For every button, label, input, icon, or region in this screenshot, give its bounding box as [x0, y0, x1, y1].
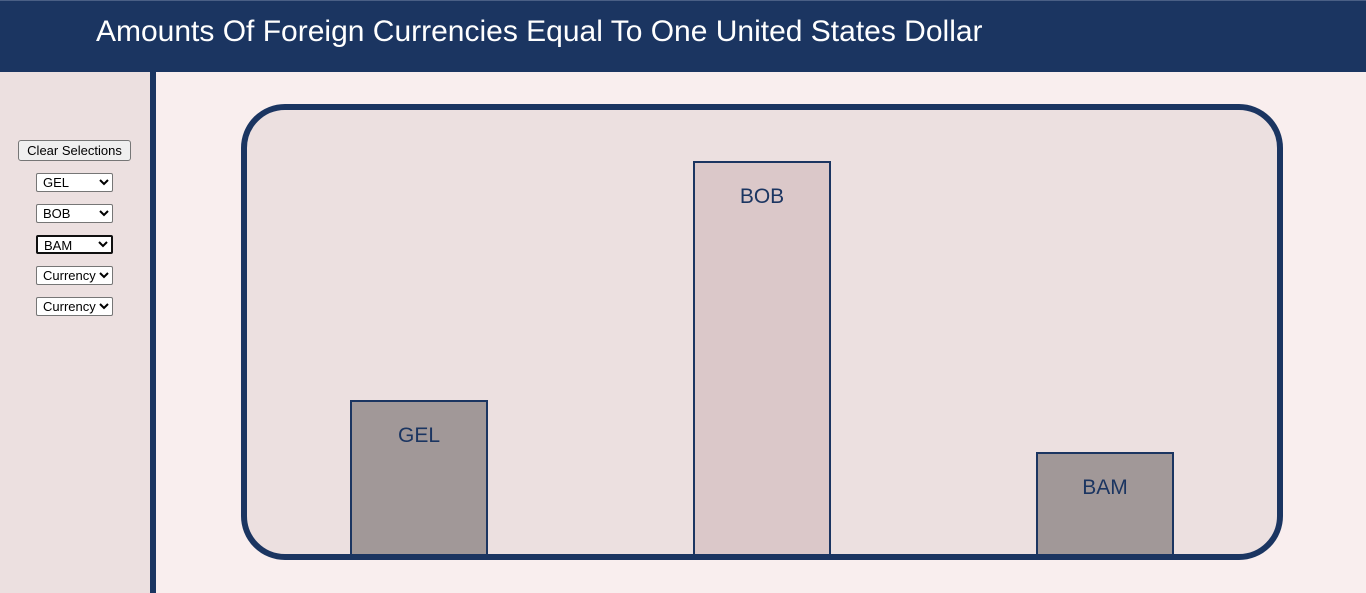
bar-label-bam: BAM [1082, 476, 1128, 499]
header-bar: Amounts Of Foreign Currencies Equal To O… [0, 0, 1366, 72]
bar-label-gel: GEL [397, 424, 441, 447]
bar-bam: BAM [1036, 452, 1174, 554]
sidebar-divider [150, 72, 156, 593]
currency-select-1[interactable]: GEL [36, 173, 113, 192]
page-title: Amounts Of Foreign Currencies Equal To O… [96, 15, 983, 48]
currency-select-5[interactable]: Currency [36, 297, 113, 316]
bar-gel: GEL [350, 400, 488, 554]
bar-bob: BOB [693, 161, 831, 554]
clear-selections-button[interactable]: Clear Selections [18, 140, 131, 161]
currency-bar-chart: GEL BOB BAM [241, 104, 1283, 560]
currency-select-2[interactable]: BOB [36, 204, 113, 223]
bar-label-bob: BOB [739, 185, 785, 208]
sidebar: Clear Selections GEL BOB BAM Currency Cu… [0, 72, 150, 593]
currency-select-4[interactable]: Currency [36, 266, 113, 285]
currency-select-3[interactable]: BAM [36, 235, 113, 254]
